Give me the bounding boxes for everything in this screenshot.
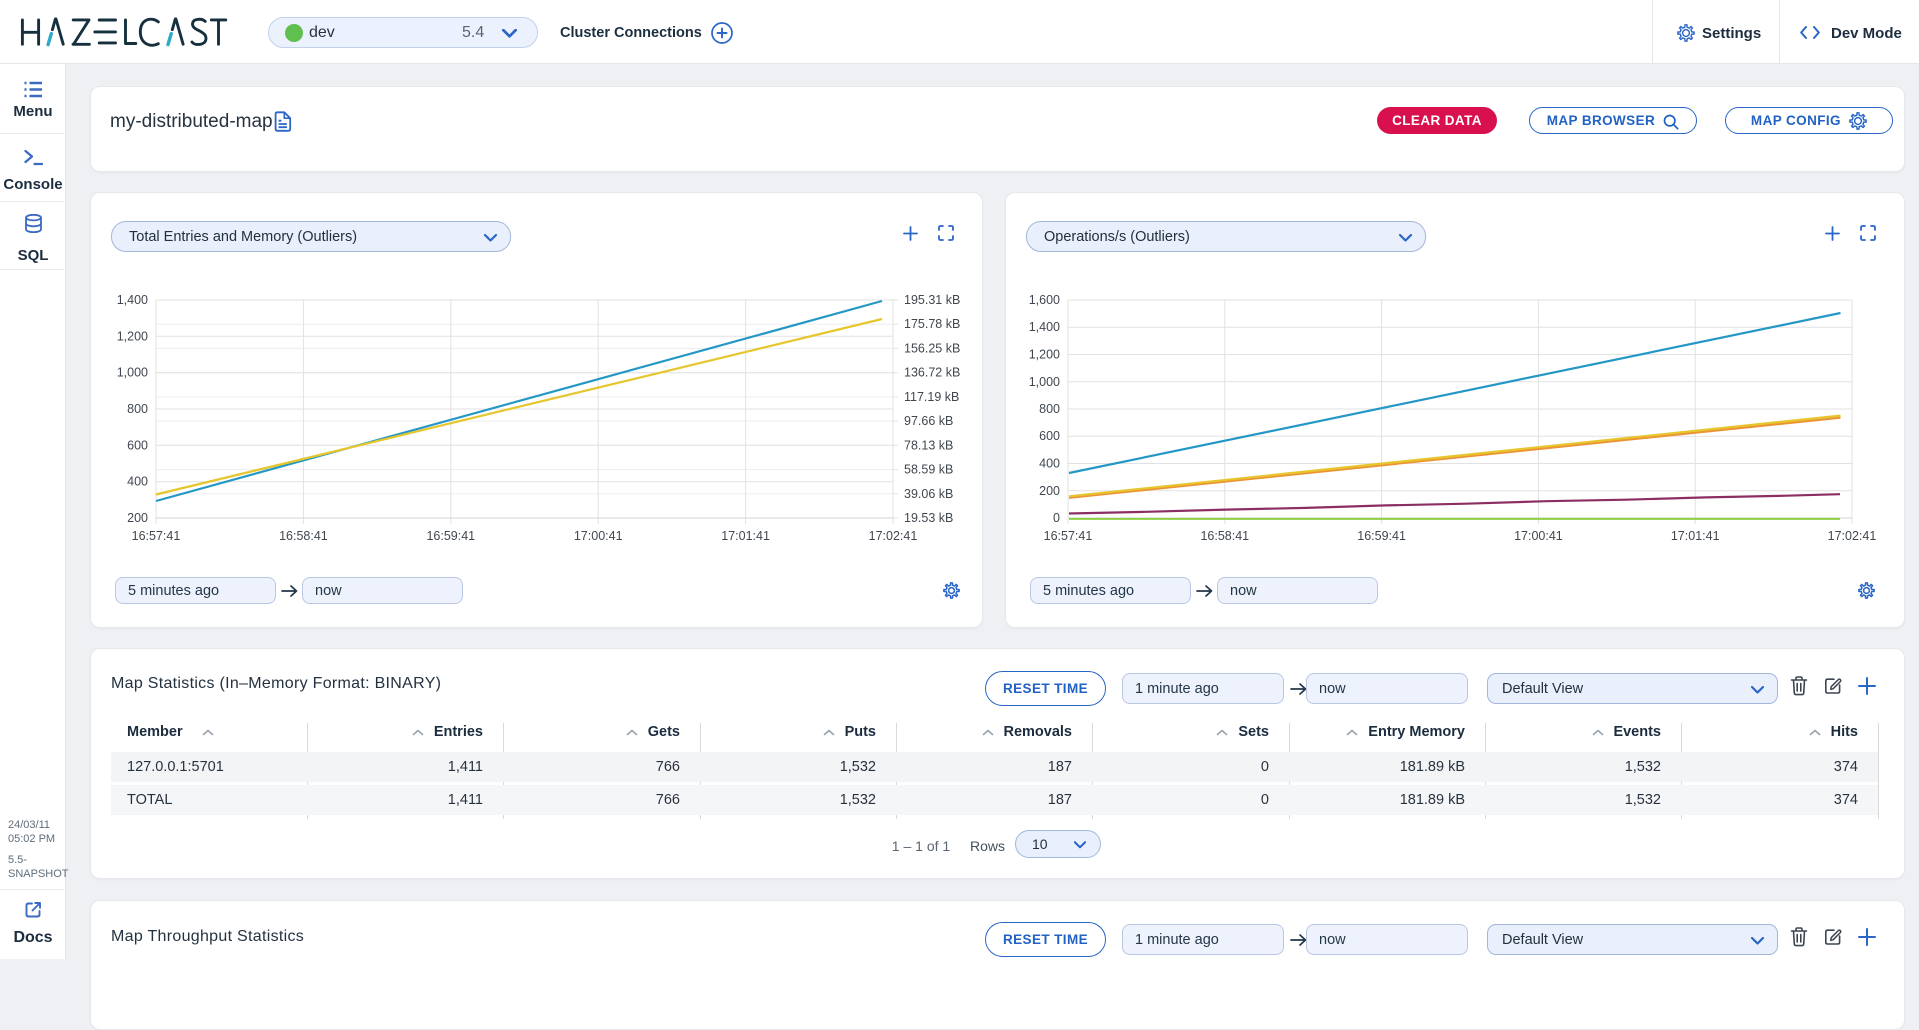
svg-text:17:01:41: 17:01:41: [721, 529, 770, 543]
svg-text:16:59:41: 16:59:41: [426, 529, 475, 543]
svg-text:1,000: 1,000: [1029, 375, 1060, 389]
svg-text:17:02:41: 17:02:41: [1828, 529, 1877, 543]
svg-text:136.72 kB: 136.72 kB: [904, 366, 960, 380]
svg-text:16:59:41: 16:59:41: [1357, 529, 1406, 543]
svg-text:600: 600: [1039, 429, 1060, 443]
svg-text:1,600: 1,600: [1029, 293, 1060, 307]
svg-text:17:02:41: 17:02:41: [869, 529, 918, 543]
svg-text:39.06 kB: 39.06 kB: [904, 487, 953, 501]
svg-text:156.25 kB: 156.25 kB: [904, 341, 960, 355]
svg-text:17:00:41: 17:00:41: [574, 529, 623, 543]
svg-text:19.53 kB: 19.53 kB: [904, 511, 953, 525]
svg-text:600: 600: [127, 438, 148, 452]
svg-text:117.19 kB: 117.19 kB: [904, 390, 959, 404]
svg-text:17:00:41: 17:00:41: [1514, 529, 1563, 543]
svg-text:78.13 kB: 78.13 kB: [904, 438, 953, 452]
svg-text:97.66 kB: 97.66 kB: [904, 414, 953, 428]
svg-text:200: 200: [1039, 484, 1060, 498]
svg-text:1,400: 1,400: [1029, 320, 1060, 334]
svg-text:195.31 kB: 195.31 kB: [904, 293, 960, 307]
svg-text:800: 800: [127, 402, 148, 416]
svg-text:400: 400: [1039, 457, 1060, 471]
svg-text:800: 800: [1039, 402, 1060, 416]
svg-text:1,000: 1,000: [117, 366, 148, 380]
svg-text:1,200: 1,200: [117, 329, 148, 343]
svg-text:1,400: 1,400: [117, 293, 148, 307]
svg-text:400: 400: [127, 475, 148, 489]
svg-text:200: 200: [127, 511, 148, 525]
svg-text:58.59 kB: 58.59 kB: [904, 463, 953, 477]
svg-text:1,200: 1,200: [1029, 348, 1060, 362]
svg-text:17:01:41: 17:01:41: [1671, 529, 1720, 543]
svg-text:16:57:41: 16:57:41: [1044, 529, 1093, 543]
svg-text:175.78 kB: 175.78 kB: [904, 317, 960, 331]
svg-text:16:58:41: 16:58:41: [279, 529, 328, 543]
svg-text:16:57:41: 16:57:41: [132, 529, 181, 543]
svg-text:16:58:41: 16:58:41: [1200, 529, 1249, 543]
svg-text:0: 0: [1053, 511, 1060, 525]
